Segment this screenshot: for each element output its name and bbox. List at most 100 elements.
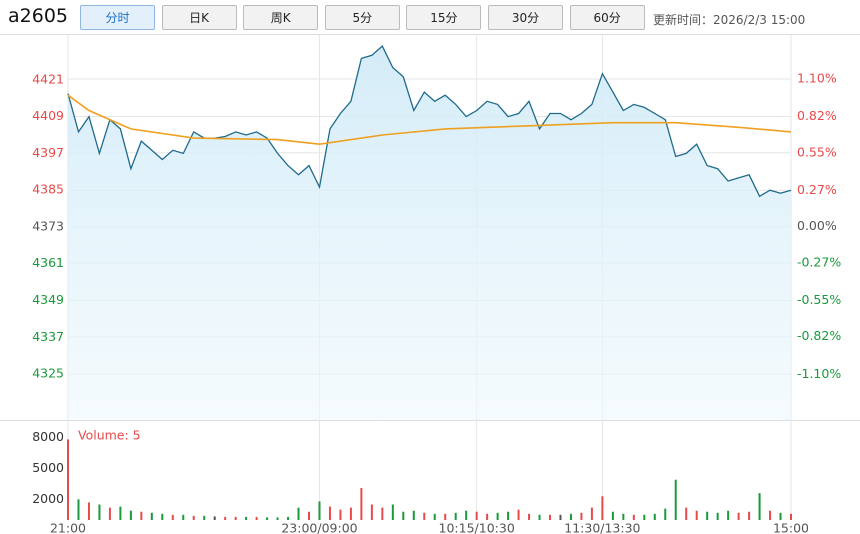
volume-label: Volume: 5 bbox=[78, 428, 141, 443]
volume-bar bbox=[224, 516, 227, 520]
volume-bar bbox=[255, 516, 258, 520]
volume-bar bbox=[664, 508, 667, 520]
volume-bar bbox=[601, 496, 604, 520]
volume-bar bbox=[528, 513, 531, 520]
volume-bar bbox=[507, 511, 510, 520]
tab[interactable]: 15分 bbox=[406, 5, 482, 30]
y2-tick-label: -0.55% bbox=[797, 292, 841, 307]
volume-bar bbox=[161, 513, 164, 520]
tab[interactable]: 60分 bbox=[569, 5, 645, 30]
y-tick-label: 4337 bbox=[32, 329, 64, 344]
volume-bar bbox=[643, 514, 646, 520]
volume-bar bbox=[318, 501, 321, 520]
volume-bar bbox=[632, 514, 635, 520]
y-tick-label: 4373 bbox=[32, 218, 64, 233]
volume-bar bbox=[349, 507, 352, 520]
y2-tick-label: 0.00% bbox=[797, 218, 837, 233]
volume-bar bbox=[706, 511, 709, 520]
tab[interactable]: 分时 bbox=[80, 5, 155, 30]
symbol: a2605 bbox=[8, 5, 68, 27]
volume-bar bbox=[77, 499, 80, 520]
volume-bar bbox=[119, 506, 122, 520]
y-tick-label: 4385 bbox=[32, 182, 64, 197]
volume-bar bbox=[423, 512, 426, 520]
volume-bar bbox=[287, 516, 290, 520]
x-tick-label: 10:15/10:30 bbox=[439, 521, 515, 534]
volume-bar bbox=[580, 512, 583, 520]
x-tick-label: 23:00/09:00 bbox=[281, 521, 357, 534]
volume-bar bbox=[769, 510, 772, 520]
y2-tick-label: -0.82% bbox=[797, 328, 841, 343]
volume-bar bbox=[370, 504, 373, 520]
y-tick-label: 4397 bbox=[32, 145, 64, 160]
volume-bar bbox=[716, 512, 719, 520]
x-tick-label: 11:30/13:30 bbox=[564, 521, 640, 534]
volume-bar bbox=[433, 513, 436, 520]
tab[interactable]: 30分 bbox=[488, 5, 563, 30]
y2-tick-label: 0.55% bbox=[797, 144, 837, 159]
tab[interactable]: 日K bbox=[161, 5, 237, 30]
volume-bar bbox=[569, 513, 572, 520]
volume-bar bbox=[402, 511, 405, 520]
volume-bar bbox=[381, 507, 384, 520]
volume-bar bbox=[171, 514, 174, 520]
volume-bar bbox=[737, 512, 740, 520]
volume-bar bbox=[203, 515, 206, 520]
volume-bar bbox=[674, 479, 677, 520]
tab[interactable]: 5分 bbox=[324, 5, 400, 30]
volume-bar bbox=[517, 509, 520, 520]
volume-bar bbox=[622, 513, 625, 520]
volume-bar bbox=[412, 510, 415, 520]
price-line bbox=[67, 45, 792, 198]
y2-tick-label: -0.27% bbox=[797, 254, 841, 269]
volume-bar bbox=[150, 512, 153, 520]
x-tick-label: 21:00 bbox=[50, 521, 86, 534]
y-tick-label: 4361 bbox=[32, 255, 64, 270]
volume-bar bbox=[213, 516, 216, 520]
volume-bar bbox=[129, 510, 132, 520]
volume-bar bbox=[695, 510, 698, 520]
update-time: 更新时间：2026/2/3 15:00 bbox=[653, 13, 806, 27]
volume-bar bbox=[727, 510, 730, 520]
tab[interactable]: 周K bbox=[243, 5, 319, 30]
volume-bar bbox=[192, 515, 195, 520]
volume-bar bbox=[475, 511, 478, 520]
volume-bar bbox=[234, 516, 237, 520]
volume-bar bbox=[297, 507, 300, 520]
volume-tick-label: 2000 bbox=[32, 491, 64, 506]
volume-bar bbox=[98, 504, 101, 520]
x-tick-label: 15:00 bbox=[773, 521, 809, 534]
volume-bar bbox=[758, 493, 761, 520]
volume-bar bbox=[486, 513, 489, 520]
volume-bar bbox=[140, 511, 143, 520]
y-tick-label: 4349 bbox=[32, 292, 64, 307]
y2-tick-label: 0.82% bbox=[797, 108, 837, 123]
volume-bar bbox=[496, 512, 499, 520]
volume-bar bbox=[748, 511, 751, 520]
volume-bar bbox=[790, 513, 792, 520]
volume-bar bbox=[391, 504, 394, 520]
volume-bar bbox=[444, 513, 447, 520]
volume-bar bbox=[308, 511, 310, 520]
y2-tick-label: -1.10% bbox=[797, 366, 841, 381]
volume-bar bbox=[360, 487, 363, 520]
price-line bbox=[67, 94, 792, 146]
volume-bar bbox=[653, 513, 656, 520]
volume-bar bbox=[454, 512, 457, 520]
volume-bar bbox=[611, 511, 614, 520]
volume-bar bbox=[328, 506, 331, 520]
y-tick-label: 4421 bbox=[32, 71, 64, 86]
volume-tick-label: 8000 bbox=[32, 429, 64, 444]
volume-bar bbox=[87, 502, 90, 520]
volume-bar bbox=[559, 514, 562, 520]
volume-tick-label: 5000 bbox=[32, 460, 64, 475]
volume-bar bbox=[266, 517, 269, 520]
volume-bar bbox=[779, 512, 782, 520]
volume-bar bbox=[276, 517, 279, 520]
volume-bar bbox=[685, 507, 688, 520]
volume-bar bbox=[465, 510, 468, 520]
y2-tick-label: 1.10% bbox=[797, 70, 837, 85]
volume-bar bbox=[538, 514, 541, 520]
y2-tick-label: 0.27% bbox=[797, 182, 837, 197]
